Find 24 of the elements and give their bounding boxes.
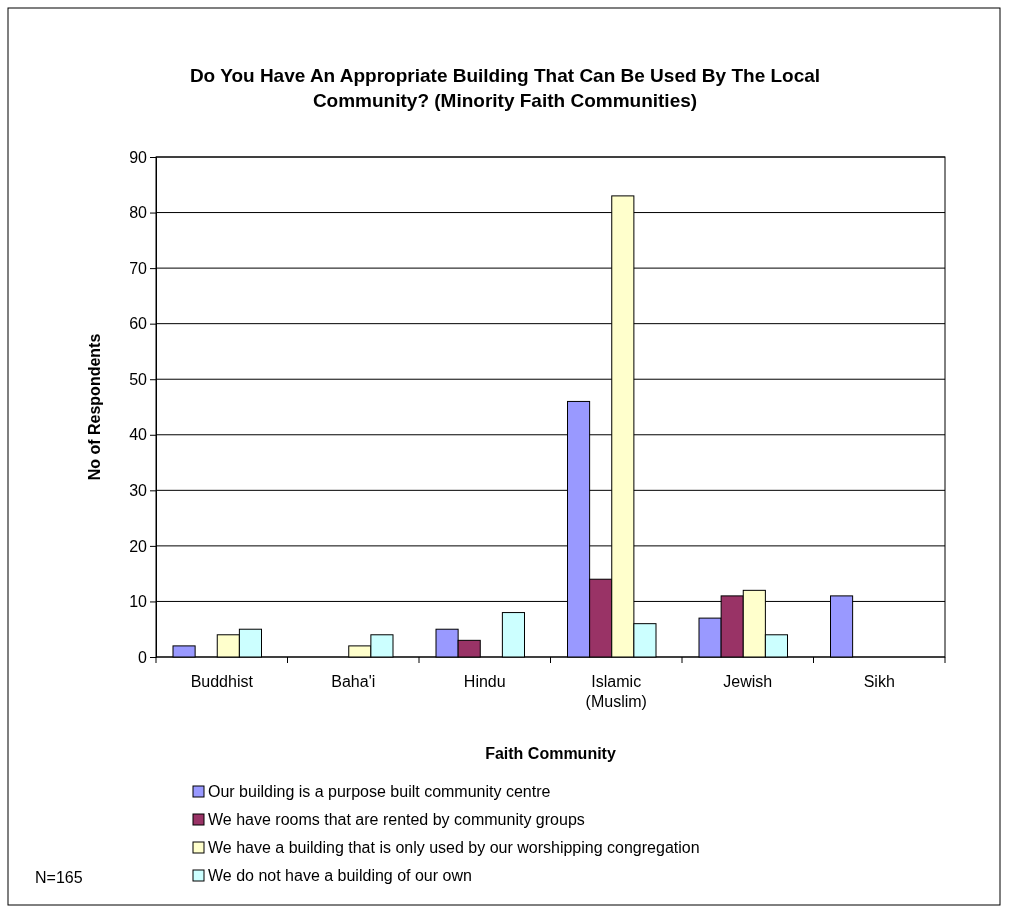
y-tick-label: 0 [138, 648, 148, 666]
x-tick-label: Islamic (Muslim) [585, 673, 647, 710]
x-tick-label: Hindu [463, 673, 506, 690]
legend-label: We do not have a building of our own [208, 867, 472, 884]
legend-label: We have rooms that are rented by community groups [208, 811, 585, 828]
y-axis-title: No of Respondents [86, 333, 103, 481]
y-tick-label: 80 [129, 204, 148, 222]
x-axis-title: Faith Community [485, 745, 616, 762]
y-tick-label: 30 [129, 481, 148, 499]
y-tick-label: 90 [129, 148, 148, 166]
x-tick-label: Baha'i [331, 673, 376, 690]
legend-label: We have a building that is only used by our worshipping congregation [208, 839, 700, 856]
y-tick-label: 20 [129, 537, 148, 555]
x-tick-label: Buddhist [190, 673, 254, 690]
legend-label: Our building is a purpose built community centre [208, 783, 551, 800]
y-tick-label: 70 [129, 259, 148, 277]
text: N=165 [35, 869, 83, 886]
y-tick-label: 50 [129, 370, 148, 388]
x-tick-label: Jewish [723, 673, 773, 690]
y-tick-label: 40 [129, 426, 148, 444]
x-tick-label: Sikh [863, 673, 895, 690]
y-tick-label: 10 [129, 593, 148, 611]
y-tick-label: 60 [129, 315, 148, 333]
chart-title: Do You Have An Appropriate Building That Can Be Used By The Local Community? (Minority Faith Communities) [189, 65, 821, 111]
